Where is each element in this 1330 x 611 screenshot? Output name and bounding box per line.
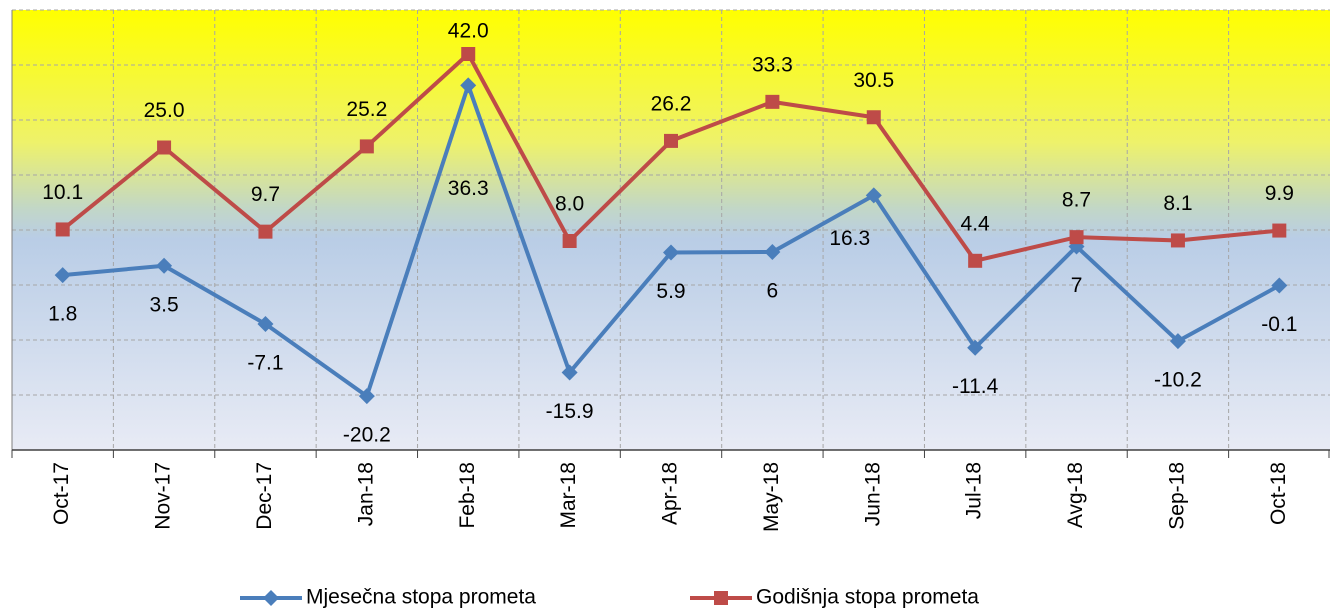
legend-marker bbox=[714, 591, 728, 605]
data-label: 8.1 bbox=[1163, 192, 1192, 215]
marker bbox=[865, 187, 882, 204]
data-label: -7.1 bbox=[247, 352, 283, 375]
legend-item: Mjesečna stopa prometa bbox=[240, 586, 536, 609]
data-label: 33.3 bbox=[752, 53, 793, 76]
legend-label: Godišnja stopa prometa bbox=[756, 586, 979, 609]
marker bbox=[663, 244, 679, 261]
x-tick-label: Oct-18 bbox=[1267, 462, 1290, 525]
marker bbox=[968, 253, 983, 268]
legend-item: Godišnja stopa prometa bbox=[690, 586, 979, 609]
marker bbox=[257, 316, 274, 333]
legend-label: Mjesečna stopa prometa bbox=[306, 586, 536, 609]
x-tick-label: Sep-18 bbox=[1165, 462, 1188, 530]
marker bbox=[866, 110, 881, 125]
data-label: -20.2 bbox=[343, 424, 391, 447]
marker bbox=[359, 139, 374, 154]
marker bbox=[664, 133, 678, 148]
marker bbox=[1272, 223, 1287, 238]
x-tick-label: Oct-17 bbox=[50, 462, 73, 525]
data-label: 8.7 bbox=[1062, 189, 1091, 212]
data-label: 3.5 bbox=[149, 293, 178, 316]
data-label: -11.4 bbox=[952, 375, 999, 398]
marker bbox=[460, 77, 477, 94]
marker bbox=[55, 222, 70, 237]
marker bbox=[967, 339, 984, 356]
data-label: 4.4 bbox=[961, 212, 991, 235]
x-tick-label: Jul-18 bbox=[963, 462, 986, 519]
marker bbox=[764, 244, 781, 260]
x-tick-label: Dec-17 bbox=[253, 462, 276, 530]
x-tick-label: Jun-18 bbox=[861, 462, 884, 526]
data-label: 9.9 bbox=[1265, 182, 1294, 205]
data-label: 7 bbox=[1071, 274, 1083, 297]
marker bbox=[562, 234, 577, 248]
data-label: 36.3 bbox=[448, 177, 489, 200]
x-tick-label: Apr-18 bbox=[659, 462, 682, 525]
data-label: 6 bbox=[767, 280, 779, 303]
marker bbox=[156, 257, 173, 274]
x-tick-label: Avg-18 bbox=[1064, 462, 1087, 528]
marker bbox=[258, 224, 273, 239]
x-tick-label: Nov-17 bbox=[152, 462, 175, 530]
marker bbox=[1271, 277, 1288, 294]
x-tick-label: Feb-18 bbox=[456, 462, 479, 529]
marker bbox=[1169, 333, 1186, 350]
data-label: -0.1 bbox=[1261, 313, 1297, 336]
data-label: -10.2 bbox=[1154, 369, 1202, 392]
marker bbox=[561, 364, 578, 381]
data-label: 16.3 bbox=[829, 227, 870, 250]
data-label: 10.1 bbox=[42, 181, 83, 204]
data-label: 25.2 bbox=[346, 98, 387, 121]
x-tick-label: Mar-18 bbox=[557, 462, 580, 529]
marker bbox=[1069, 230, 1084, 245]
data-label: 1.8 bbox=[48, 303, 77, 326]
marker bbox=[157, 140, 172, 155]
marker bbox=[1170, 233, 1185, 248]
x-tick-label: Jan-18 bbox=[354, 462, 377, 526]
data-label: 26.2 bbox=[651, 92, 692, 115]
x-tick-label: May-18 bbox=[760, 462, 783, 532]
marker bbox=[461, 47, 476, 61]
data-label: 25.0 bbox=[144, 99, 185, 122]
data-label: -15.9 bbox=[546, 400, 594, 423]
data-label: 5.9 bbox=[656, 280, 685, 303]
legend-marker bbox=[263, 590, 279, 606]
data-label: 30.5 bbox=[853, 69, 894, 92]
marker bbox=[54, 267, 71, 284]
marker bbox=[358, 388, 375, 405]
data-label: 9.7 bbox=[251, 183, 280, 206]
data-label: 42.0 bbox=[448, 20, 489, 43]
data-label: 8.0 bbox=[555, 193, 584, 216]
marker bbox=[765, 94, 780, 109]
